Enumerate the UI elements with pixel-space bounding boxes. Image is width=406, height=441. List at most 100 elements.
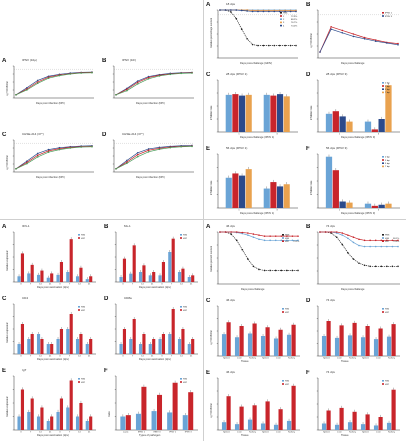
horizontal-divider xyxy=(0,219,406,220)
legend-swatch xyxy=(280,24,282,27)
bar xyxy=(334,424,340,430)
panel-letter: E xyxy=(2,368,7,374)
series-line-4 xyxy=(219,9,297,13)
category-tick-label: Spleen xyxy=(362,432,370,434)
data-point xyxy=(47,148,50,151)
panel-title: IgT xyxy=(22,368,27,372)
category-tick-label: 3 xyxy=(276,134,278,136)
bar xyxy=(40,339,44,354)
figure-panel-bl-D: D CD8a 3 7 14 21 3 7 14 21 H36 H37 Days post vaccina… xyxy=(104,296,202,362)
legend-label: H37 xyxy=(385,384,390,386)
bar xyxy=(89,276,93,282)
bar xyxy=(283,184,290,208)
bar xyxy=(75,276,80,282)
figure-panel-tr-F: F 56 dps (IPNV 3) 1 3 0 dpi 3 dpi 5 dpi 7 dpi Da… xyxy=(306,146,404,216)
legend-value: 76.7% xyxy=(291,22,297,24)
bar xyxy=(75,339,80,354)
legend-swatch xyxy=(382,156,384,158)
data-point xyxy=(219,9,221,11)
bar xyxy=(334,337,340,356)
bar xyxy=(138,272,143,282)
category-tick-label: 14 xyxy=(180,356,183,358)
data-point xyxy=(136,153,139,156)
data-point xyxy=(341,29,344,32)
bar xyxy=(278,329,283,356)
bar xyxy=(46,421,50,430)
category-tick-label: Kidney xyxy=(349,432,357,434)
bar xyxy=(252,405,257,430)
data-point xyxy=(278,10,281,13)
data-point xyxy=(251,43,254,46)
bar xyxy=(129,273,133,282)
bar xyxy=(391,324,396,356)
data-point xyxy=(397,245,399,248)
legend-label: H37 xyxy=(81,238,86,240)
data-point xyxy=(36,82,39,85)
category-tick-label: 1 xyxy=(238,210,240,212)
panel-letter: F xyxy=(104,368,108,374)
panel-title: 28 dps (IPNV 3) xyxy=(326,72,348,76)
panel-title: 46 dpv xyxy=(226,224,236,228)
bar xyxy=(265,327,270,356)
bar xyxy=(40,270,44,282)
data-point xyxy=(347,252,349,254)
data-point xyxy=(263,269,266,272)
axes xyxy=(112,65,194,99)
x-axis-label: Days post-challenge (IPNV 1) xyxy=(240,136,275,139)
bar xyxy=(85,344,89,354)
legend-label: PBS xyxy=(283,13,288,15)
data-point xyxy=(126,88,128,91)
data-point xyxy=(391,245,394,248)
bar xyxy=(188,392,194,430)
panel-letter: A xyxy=(2,224,7,230)
legend-label: H36 xyxy=(385,309,390,311)
data-point xyxy=(26,160,28,162)
legend-swatch xyxy=(382,165,384,168)
data-point xyxy=(252,236,255,238)
category-tick-label: Spleen xyxy=(223,358,231,360)
panel-letter: D xyxy=(102,132,107,138)
legend-label: H36 xyxy=(183,307,188,309)
bar xyxy=(27,339,31,354)
bar xyxy=(59,262,64,282)
data-point xyxy=(158,148,161,151)
y-axis-label: Relative percentage survival xyxy=(210,17,213,48)
axes xyxy=(12,139,94,173)
bar xyxy=(17,276,21,282)
bar xyxy=(161,334,166,354)
bar xyxy=(177,339,182,354)
bar xyxy=(234,337,240,356)
bar xyxy=(386,336,392,356)
bar xyxy=(20,253,25,282)
bar xyxy=(168,334,172,354)
data-point xyxy=(397,265,399,268)
category-tick-label: 14 xyxy=(78,432,81,434)
data-point xyxy=(80,72,82,74)
bar xyxy=(132,319,136,354)
axes xyxy=(216,377,300,431)
data-point xyxy=(352,33,355,35)
legend-label: H36 xyxy=(285,309,290,311)
data-point xyxy=(136,80,139,82)
bar xyxy=(172,382,178,430)
bar xyxy=(27,412,31,430)
bar xyxy=(385,85,392,132)
category-tick-label: 3 xyxy=(276,210,278,212)
bar xyxy=(277,186,284,208)
y-axis-label: Lg TCID50/ml xyxy=(210,403,213,418)
axes xyxy=(316,377,400,431)
data-point xyxy=(386,239,388,242)
data-point xyxy=(380,245,383,248)
data-point xyxy=(230,11,232,13)
category-tick-label: Liver xyxy=(237,357,242,360)
axes xyxy=(12,375,96,431)
category-tick-label: 14 xyxy=(141,356,144,358)
bar xyxy=(360,424,366,430)
legend-label: H36 xyxy=(183,379,188,381)
bar xyxy=(66,272,70,282)
bar xyxy=(291,385,296,430)
bar xyxy=(75,416,80,430)
